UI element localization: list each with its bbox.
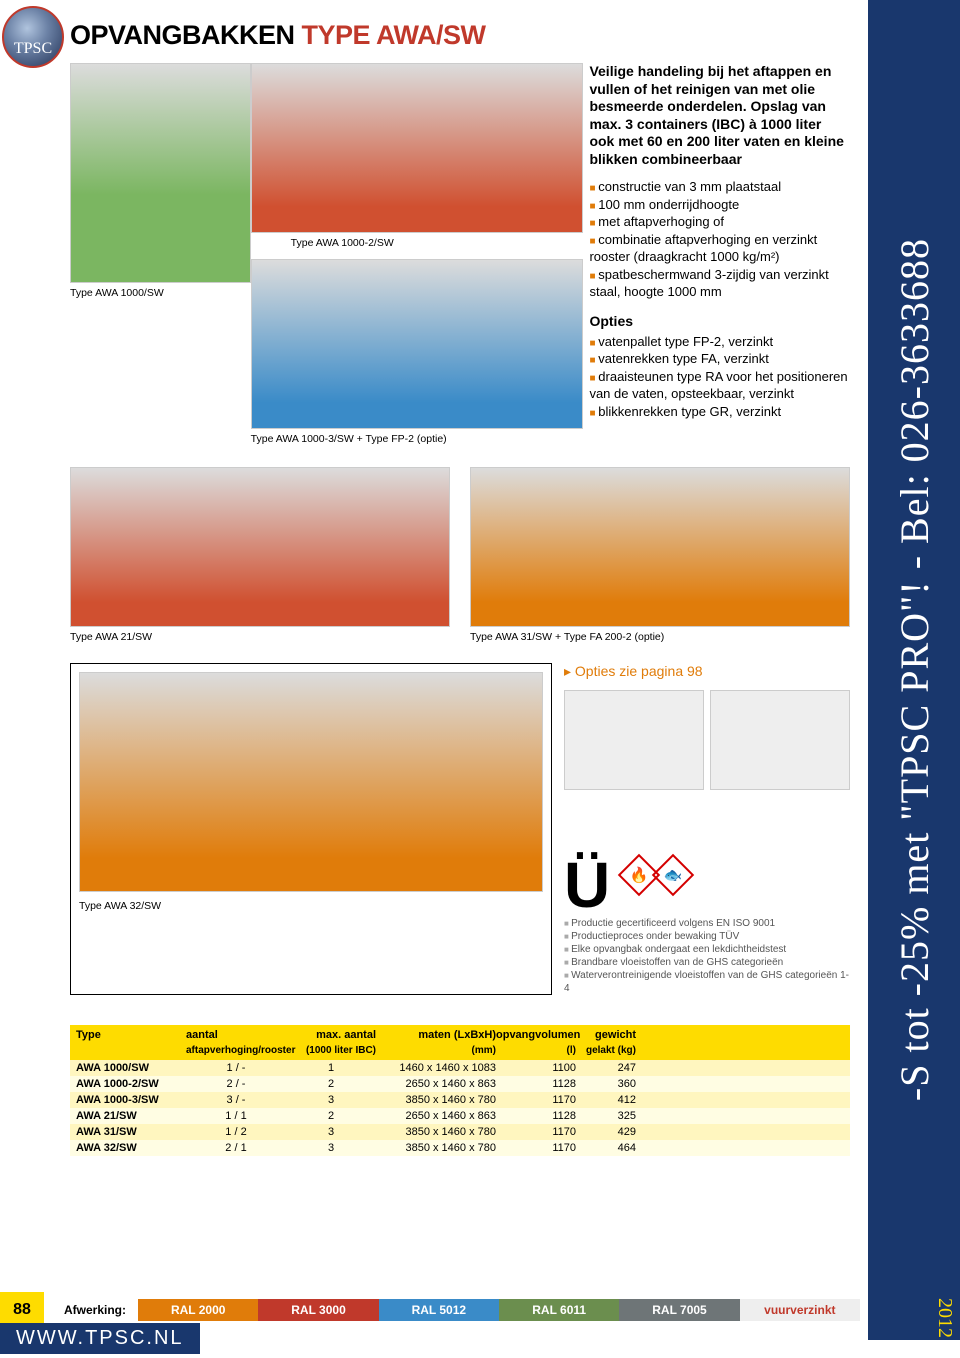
- title-part1: OPVANGBAKKEN: [70, 20, 295, 50]
- intro-text: Veilige handeling bij het aftappen en vu…: [589, 63, 850, 168]
- caption-3: Type AWA 1000-3/SW + Type FP-2 (optie): [251, 433, 584, 445]
- caption-6: Type AWA 32/SW: [79, 900, 543, 912]
- list-item: combinatie aftapverhoging en verzinkt ro…: [589, 231, 850, 266]
- list-item: draaisteunen type RA voor het positioner…: [589, 368, 850, 403]
- product-image-4: [70, 467, 450, 627]
- table-row: AWA 31/SW1 / 233850 x 1460 x 7801170429: [70, 1124, 850, 1140]
- cert-list: Productie gecertificeerd volgens EN ISO …: [564, 917, 850, 995]
- title-part2: TYPE AWA/SW: [302, 20, 486, 50]
- opties-link: Opties zie pagina 98: [564, 663, 850, 680]
- list-item: vatenpallet type FP-2, verzinkt: [589, 333, 850, 351]
- caption-1: Type AWA 1000/SW: [70, 287, 251, 299]
- list-item: met aftapverhoging of: [589, 213, 850, 231]
- sidebar-text: -S tot -25% met "TPSC PRO"! - Bel: 026-3…: [891, 238, 938, 1101]
- footer-bar: 88 Afwerking: RAL 2000RAL 3000RAL 5012RA…: [0, 1298, 860, 1322]
- opties-title: Opties: [589, 313, 850, 329]
- opties-list: vatenpallet type FP-2, verzinktvatenrekk…: [589, 333, 850, 421]
- list-item: Productieproces onder bewaking TÜV: [564, 930, 850, 943]
- caption-4: Type AWA 21/SW: [70, 631, 450, 643]
- spec-table: Typeaantalmax. aantalmaten (LxBxH)opvang…: [70, 1025, 850, 1156]
- table-row: AWA 32/SW2 / 133850 x 1460 x 7801170464: [70, 1140, 850, 1156]
- site-url: WWW.TPSC.NL: [0, 1323, 200, 1354]
- color-chip: RAL 7005: [619, 1299, 739, 1321]
- table-row: AWA 1000/SW1 / -11460 x 1460 x 108311002…: [70, 1060, 850, 1076]
- list-item: spatbeschermwand 3-zijdig van verzinkt s…: [589, 266, 850, 301]
- caption-5: Type AWA 31/SW + Type FA 200-2 (optie): [470, 631, 850, 643]
- product-image-2: [251, 63, 584, 233]
- list-item: Waterverontreinigende vloeistoffen van d…: [564, 969, 850, 995]
- cert-mark: Ü: [564, 860, 606, 911]
- option-image-b: [710, 690, 850, 790]
- option-image-a: [564, 690, 704, 790]
- color-chip: RAL 3000: [258, 1299, 378, 1321]
- features-list: constructie van 3 mm plaatstaal100 mm on…: [589, 178, 850, 301]
- brand-logo: TPSC: [2, 6, 64, 68]
- list-item: constructie van 3 mm plaatstaal: [589, 178, 850, 196]
- table-row: AWA 1000-2/SW2 / -22650 x 1460 x 8631128…: [70, 1076, 850, 1092]
- product-image-3: [251, 259, 584, 429]
- list-item: Brandbare vloeistoffen van de GHS catego…: [564, 956, 850, 969]
- product-image-6: [79, 672, 543, 892]
- caption-2: Type AWA 1000-2/SW: [291, 237, 584, 249]
- list-item: 100 mm onderrijdhoogte: [589, 196, 850, 214]
- ghs-env-icon: 🐟: [652, 854, 694, 896]
- product-image-5: [470, 467, 850, 627]
- list-item: blikkenrekken type GR, verzinkt: [589, 403, 850, 421]
- color-chip: RAL 6011: [499, 1299, 619, 1321]
- list-item: vatenrekken type FA, verzinkt: [589, 350, 850, 368]
- table-row: AWA 1000-3/SW3 / -33850 x 1460 x 7801170…: [70, 1092, 850, 1108]
- ghs-pictograms: 🔥 🐟: [624, 860, 688, 890]
- color-chip: RAL 2000: [138, 1299, 258, 1321]
- product-image-1: [70, 63, 251, 283]
- sidebar-year: 2012: [933, 1298, 956, 1338]
- sidebar-banner: -S tot -25% met "TPSC PRO"! - Bel: 026-3…: [868, 0, 960, 1340]
- list-item: Productie gecertificeerd volgens EN ISO …: [564, 917, 850, 930]
- color-chip: vuurverzinkt: [740, 1299, 860, 1321]
- color-chip: RAL 5012: [379, 1299, 499, 1321]
- table-row: AWA 21/SW1 / 122650 x 1460 x 8631128325: [70, 1108, 850, 1124]
- footer-label: Afwerking:: [64, 1303, 126, 1317]
- list-item: Elke opvangbak ondergaat een lekdichthei…: [564, 943, 850, 956]
- page-title: OPVANGBAKKEN TYPE AWA/SW: [70, 20, 850, 51]
